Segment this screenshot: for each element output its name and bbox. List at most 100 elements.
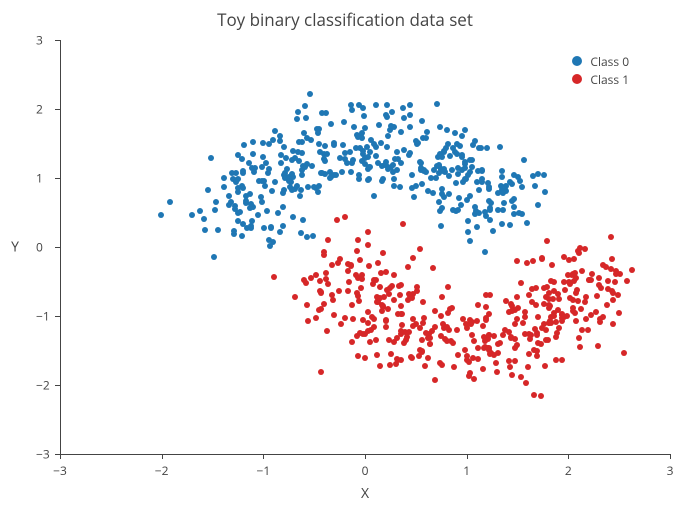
data-point-class-0 xyxy=(438,166,444,172)
data-point-class-1 xyxy=(466,359,472,365)
data-point-class-0 xyxy=(455,207,461,213)
data-point-class-1 xyxy=(354,248,360,254)
data-point-class-1 xyxy=(556,296,562,302)
data-point-class-1 xyxy=(391,272,397,278)
data-point-class-1 xyxy=(610,297,616,303)
data-point-class-0 xyxy=(437,208,443,214)
data-point-class-0 xyxy=(246,160,252,166)
data-point-class-1 xyxy=(325,237,331,243)
data-point-class-1 xyxy=(577,344,583,350)
data-point-class-1 xyxy=(420,299,426,305)
data-point-class-0 xyxy=(455,165,461,171)
data-point-class-0 xyxy=(295,109,301,115)
data-point-class-0 xyxy=(407,112,413,118)
data-point-class-0 xyxy=(281,144,287,150)
data-point-class-1 xyxy=(514,294,520,300)
data-point-class-0 xyxy=(259,199,265,205)
data-point-class-0 xyxy=(499,174,505,180)
data-point-class-0 xyxy=(226,193,232,199)
data-point-class-1 xyxy=(514,342,520,348)
data-point-class-1 xyxy=(377,284,383,290)
data-point-class-1 xyxy=(387,362,393,368)
data-point-class-1 xyxy=(582,299,588,305)
data-point-class-0 xyxy=(417,159,423,165)
data-point-class-0 xyxy=(240,221,246,227)
data-point-class-1 xyxy=(451,364,457,370)
data-point-class-1 xyxy=(475,302,481,308)
data-point-class-0 xyxy=(532,183,538,189)
data-point-class-1 xyxy=(572,270,578,276)
data-point-class-0 xyxy=(328,121,334,127)
data-point-class-1 xyxy=(543,327,549,333)
data-point-class-0 xyxy=(268,225,274,231)
data-point-class-0 xyxy=(384,144,390,150)
chart-title: Toy binary classification data set xyxy=(0,8,690,31)
data-point-class-0 xyxy=(449,167,455,173)
y-axis-label: Y xyxy=(11,238,19,257)
data-point-class-0 xyxy=(453,180,459,186)
data-point-class-0 xyxy=(250,139,256,145)
data-point-class-1 xyxy=(362,355,368,361)
data-point-class-1 xyxy=(535,314,541,320)
data-point-class-0 xyxy=(267,243,273,249)
data-point-class-0 xyxy=(392,156,398,162)
data-point-class-0 xyxy=(303,115,309,121)
data-point-class-1 xyxy=(530,258,536,264)
data-point-class-1 xyxy=(353,272,359,278)
data-point-class-1 xyxy=(417,325,423,331)
data-point-class-0 xyxy=(394,149,400,155)
data-point-class-1 xyxy=(617,271,623,277)
data-point-class-0 xyxy=(300,163,306,169)
data-point-class-1 xyxy=(463,321,469,327)
data-point-class-1 xyxy=(494,369,500,375)
data-point-class-1 xyxy=(330,297,336,303)
data-point-class-0 xyxy=(509,198,515,204)
data-point-class-0 xyxy=(235,210,241,216)
x-tick-label: 2 xyxy=(565,462,572,479)
data-point-class-0 xyxy=(384,102,390,108)
data-point-class-0 xyxy=(434,101,440,107)
x-tick-label: −1 xyxy=(256,462,270,479)
data-point-class-1 xyxy=(462,347,468,353)
data-point-class-1 xyxy=(605,278,611,284)
data-point-class-0 xyxy=(437,124,443,130)
data-point-class-0 xyxy=(240,168,246,174)
data-point-class-0 xyxy=(282,170,288,176)
data-point-class-1 xyxy=(373,277,379,283)
data-point-class-1 xyxy=(561,279,567,285)
data-point-class-1 xyxy=(542,363,548,369)
data-point-class-0 xyxy=(266,141,272,147)
data-point-class-0 xyxy=(398,129,404,135)
data-point-class-0 xyxy=(521,157,527,163)
data-point-class-1 xyxy=(526,292,532,298)
data-point-class-0 xyxy=(459,152,465,158)
data-point-class-0 xyxy=(371,141,377,147)
data-point-class-0 xyxy=(201,216,207,222)
data-point-class-0 xyxy=(457,143,463,149)
data-point-class-1 xyxy=(371,324,377,330)
data-point-class-0 xyxy=(289,187,295,193)
data-point-class-1 xyxy=(324,328,330,334)
data-point-class-0 xyxy=(499,221,505,227)
data-point-class-1 xyxy=(423,330,429,336)
data-point-class-0 xyxy=(290,148,296,154)
data-point-class-1 xyxy=(575,248,581,254)
data-point-class-0 xyxy=(261,225,267,231)
data-point-class-1 xyxy=(419,349,425,355)
data-point-class-1 xyxy=(350,316,356,322)
data-point-class-1 xyxy=(375,260,381,266)
data-point-class-0 xyxy=(349,160,355,166)
data-point-class-1 xyxy=(359,276,365,282)
data-point-class-0 xyxy=(167,199,173,205)
data-point-class-1 xyxy=(365,242,371,248)
data-point-class-0 xyxy=(211,254,217,260)
data-point-class-1 xyxy=(471,376,477,382)
data-point-class-0 xyxy=(300,217,306,223)
data-point-class-0 xyxy=(495,207,501,213)
data-point-class-0 xyxy=(341,119,347,125)
data-point-class-1 xyxy=(534,353,540,359)
data-point-class-0 xyxy=(476,187,482,193)
data-point-class-0 xyxy=(455,171,461,177)
data-point-class-1 xyxy=(360,331,366,337)
data-point-class-1 xyxy=(475,356,481,362)
